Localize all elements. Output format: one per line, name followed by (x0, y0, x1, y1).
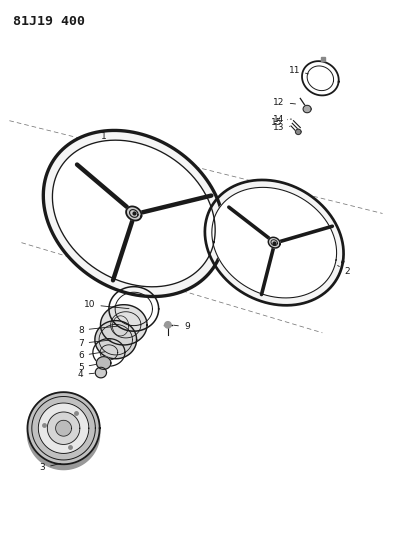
Text: 7: 7 (78, 339, 111, 348)
Polygon shape (101, 305, 147, 345)
Text: 5: 5 (78, 363, 101, 372)
Polygon shape (95, 320, 137, 359)
Text: 15: 15 (270, 118, 288, 127)
Text: 13: 13 (272, 123, 290, 132)
Polygon shape (126, 206, 141, 221)
Text: 8: 8 (78, 326, 117, 335)
Polygon shape (212, 188, 337, 298)
Text: 11: 11 (288, 66, 308, 75)
Polygon shape (205, 180, 343, 305)
Text: 6: 6 (78, 351, 105, 360)
Polygon shape (56, 421, 72, 436)
Polygon shape (47, 412, 80, 445)
Polygon shape (53, 140, 215, 287)
Polygon shape (295, 129, 301, 134)
Polygon shape (268, 237, 280, 248)
Text: 2: 2 (338, 265, 350, 276)
Text: 1: 1 (101, 132, 107, 156)
Text: 81J19 400: 81J19 400 (13, 14, 85, 28)
Text: 9: 9 (174, 322, 189, 332)
Polygon shape (27, 392, 100, 464)
Text: 12: 12 (274, 98, 296, 107)
Polygon shape (303, 106, 311, 113)
Text: 3: 3 (40, 463, 61, 472)
Polygon shape (97, 357, 111, 369)
Polygon shape (95, 367, 107, 378)
Polygon shape (165, 321, 171, 328)
Polygon shape (27, 398, 100, 470)
Text: 4: 4 (78, 370, 98, 379)
Text: 14: 14 (274, 115, 292, 124)
Polygon shape (43, 131, 224, 296)
Polygon shape (38, 403, 89, 454)
Text: 10: 10 (84, 300, 129, 309)
